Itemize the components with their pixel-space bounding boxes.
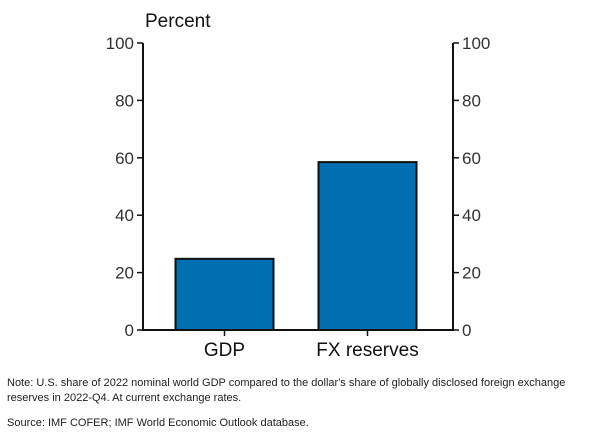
chart-source: Source: IMF COFER; IMF World Economic Ou…	[7, 417, 309, 429]
chart-note: Note: U.S. share of 2022 nominal world G…	[7, 377, 566, 404]
left-tick-label: 100	[106, 34, 134, 53]
y-axis-label: Percent	[145, 11, 211, 32]
right-tick-label: 0	[462, 321, 471, 340]
right-tick-label: 100	[462, 34, 490, 53]
category-label: GDP	[204, 340, 245, 360]
left-tick-label: 20	[115, 264, 134, 283]
left-tick-label: 0	[125, 321, 134, 340]
category-label: FX reserves	[316, 340, 418, 360]
bar-fx-reserves	[317, 161, 418, 331]
bar-chart: Percent 0 0 20 20 40 40 60 60 80 80 100 100 GDP FX re…	[106, 11, 491, 360]
left-tick-label: 60	[115, 149, 134, 168]
right-tick-label: 60	[462, 149, 481, 168]
left-tick-label: 80	[115, 91, 134, 110]
right-tick-label: 80	[462, 91, 481, 110]
right-tick-label: 40	[462, 206, 481, 225]
right-tick-label: 20	[462, 264, 481, 283]
bar-gdp	[174, 257, 275, 332]
left-tick-label: 40	[115, 206, 134, 225]
